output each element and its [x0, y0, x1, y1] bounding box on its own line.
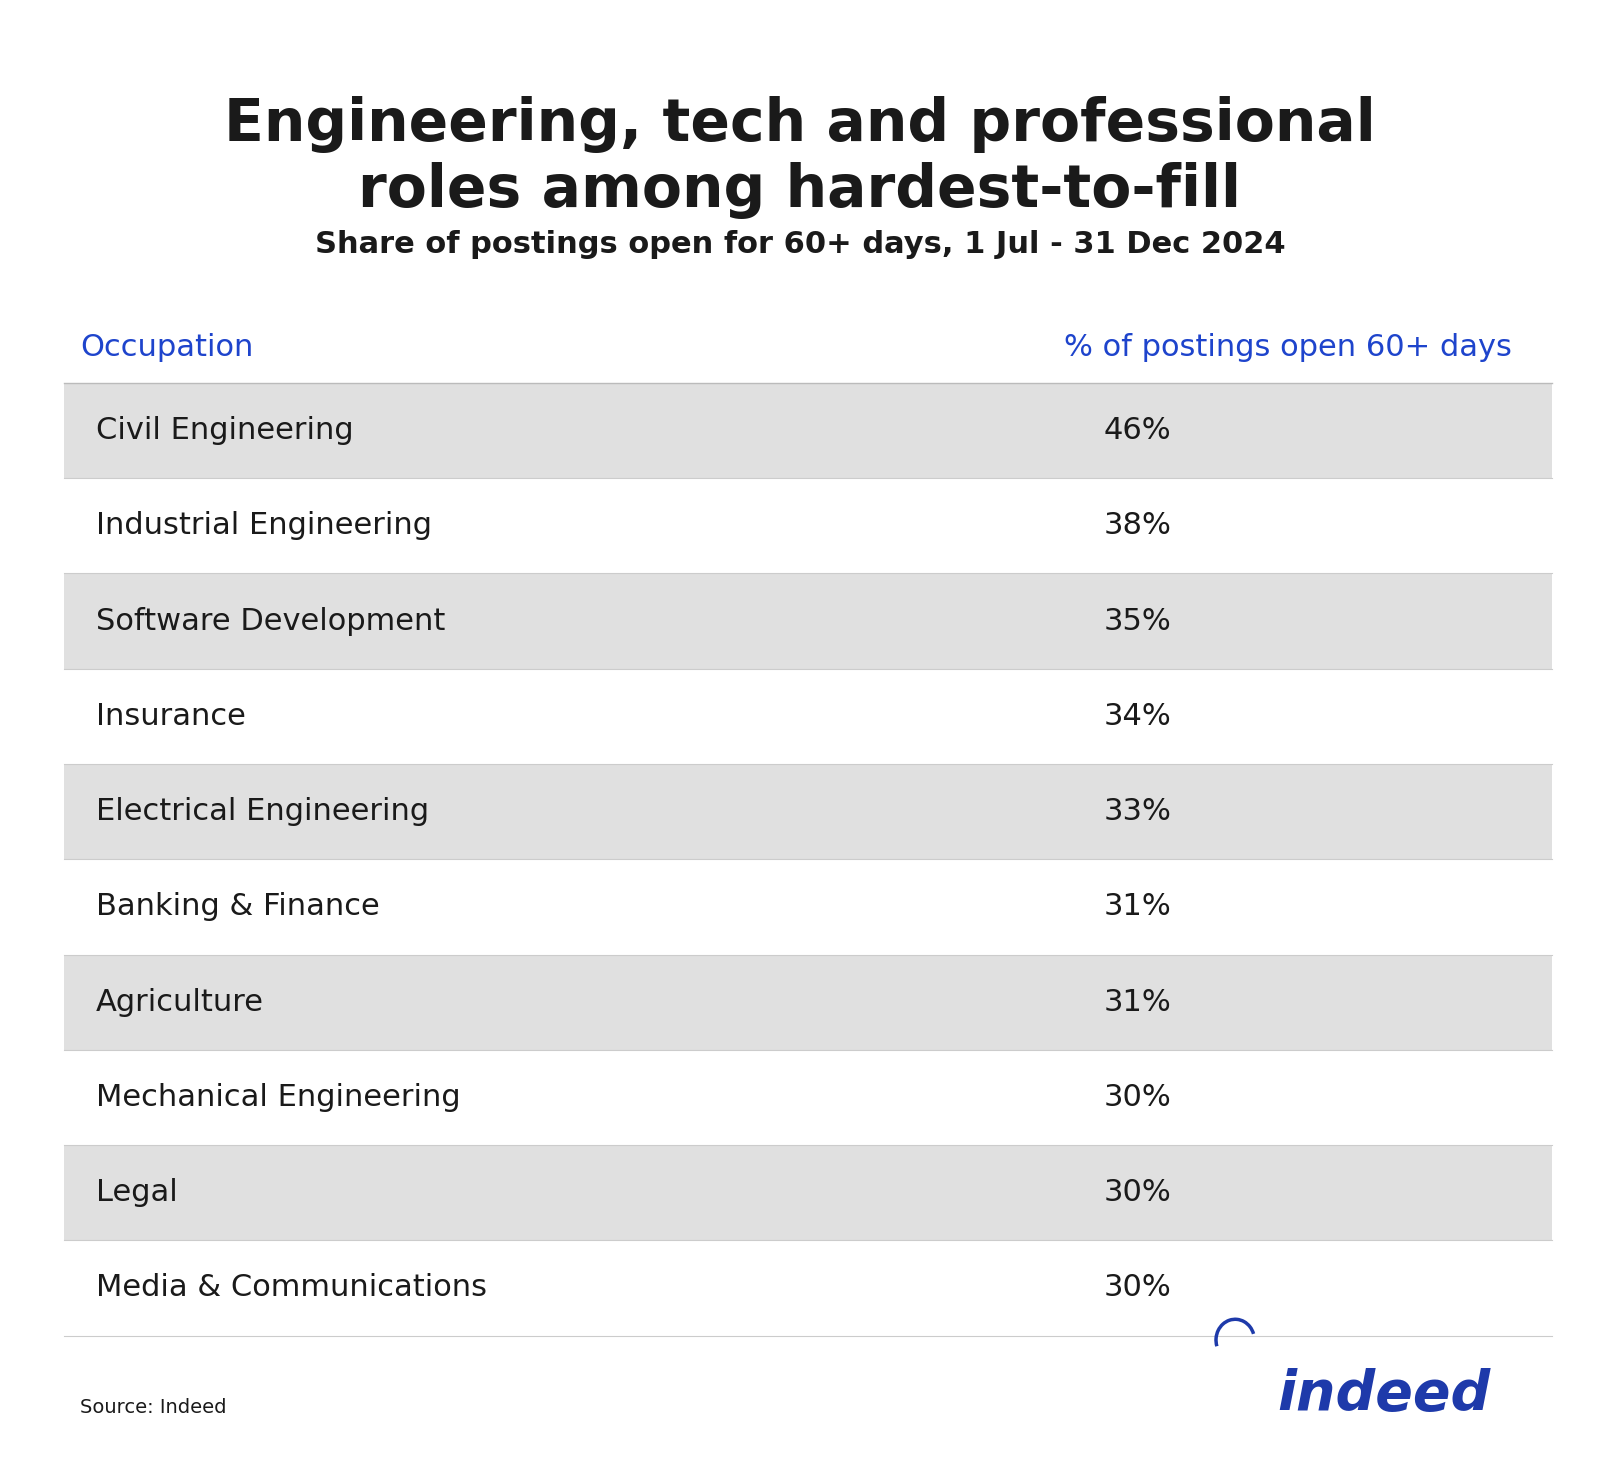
Bar [64, 954, 1552, 1049]
Text: Media & Communications: Media & Communications [96, 1273, 486, 1303]
Bar [64, 1049, 1552, 1146]
Text: 30%: 30% [1104, 1083, 1171, 1112]
Text: 33%: 33% [1104, 797, 1171, 827]
Text: 35%: 35% [1104, 607, 1171, 635]
Text: Share of postings open for 60+ days, 1 Jul - 31 Dec 2024: Share of postings open for 60+ days, 1 J… [315, 230, 1285, 260]
Text: Civil Engineering: Civil Engineering [96, 416, 354, 445]
Text: Source: Indeed: Source: Indeed [80, 1398, 227, 1417]
Text: 31%: 31% [1104, 892, 1171, 922]
Text: 34%: 34% [1104, 702, 1171, 730]
Bar [64, 383, 1552, 478]
Text: 30%: 30% [1104, 1273, 1171, 1303]
Text: Engineering, tech and professional
roles among hardest-to-fill: Engineering, tech and professional roles… [224, 96, 1376, 220]
Text: 38%: 38% [1104, 512, 1171, 540]
Text: Insurance: Insurance [96, 702, 246, 730]
Bar [64, 859, 1552, 954]
Text: 46%: 46% [1104, 416, 1171, 445]
Text: Occupation: Occupation [80, 332, 253, 362]
Text: 31%: 31% [1104, 988, 1171, 1017]
Text: % of postings open 60+ days: % of postings open 60+ days [1064, 332, 1512, 362]
Text: Industrial Engineering: Industrial Engineering [96, 512, 432, 540]
Bar [64, 478, 1552, 573]
Text: Electrical Engineering: Electrical Engineering [96, 797, 429, 827]
Text: Software Development: Software Development [96, 607, 445, 635]
Text: Agriculture: Agriculture [96, 988, 264, 1017]
Text: Banking & Finance: Banking & Finance [96, 892, 379, 922]
Text: Legal: Legal [96, 1178, 178, 1206]
Bar [64, 1146, 1552, 1241]
Bar [64, 573, 1552, 669]
Text: 30%: 30% [1104, 1178, 1171, 1206]
Bar [64, 1241, 1552, 1336]
Bar [64, 669, 1552, 764]
Text: Mechanical Engineering: Mechanical Engineering [96, 1083, 461, 1112]
Text: indeed: indeed [1277, 1368, 1491, 1422]
Bar [64, 764, 1552, 859]
